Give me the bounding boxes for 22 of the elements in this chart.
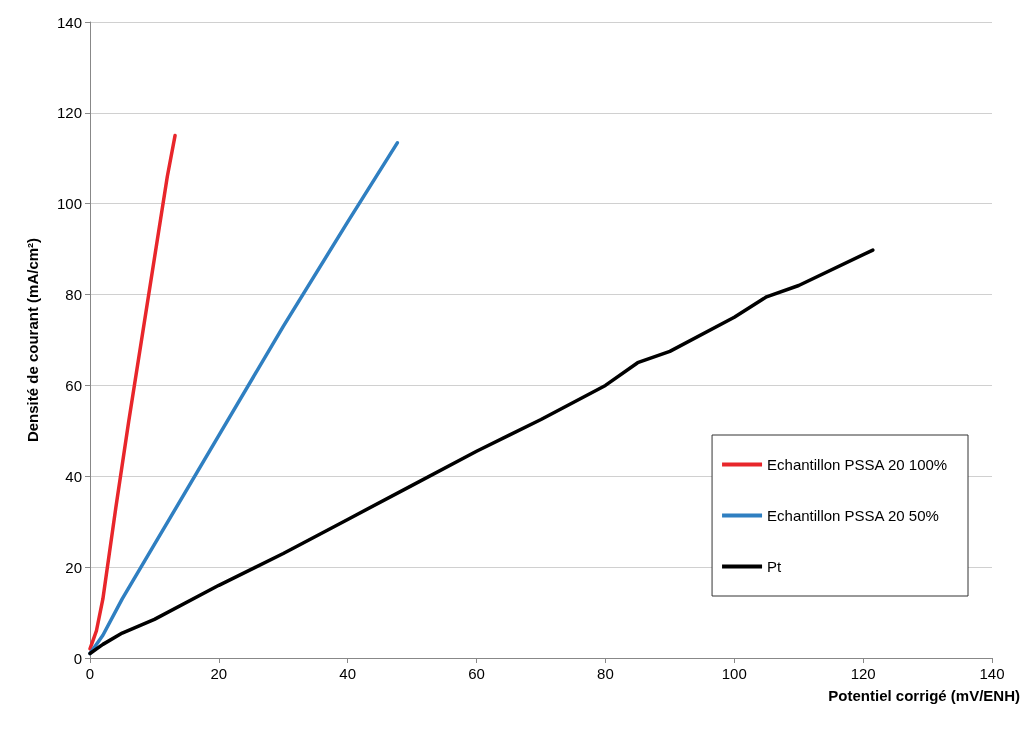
y-tick-label: 140 [56,13,82,31]
y-tick-label: 40 [65,467,82,485]
y-tick-label: 20 [65,558,82,576]
x-tick-label: 140 [979,665,1005,682]
y-tick-label: 80 [65,286,82,304]
x-tick-label: 0 [85,665,95,682]
legend-label: Pt [767,558,783,575]
x-tick-label: 120 [850,665,876,682]
legend-label: Echantillon PSSA 20 100% [767,456,948,473]
x-tick-label: 60 [468,665,485,682]
y-tick-label: 0 [73,649,82,667]
x-axis-title: Potentiel corrigé (mV/ENH) [828,687,1020,704]
x-tick-label: 80 [597,665,614,682]
x-tick-label: 20 [210,665,228,682]
y-tick-label: 120 [56,104,82,122]
line-series [88,133,177,651]
y-tick-label: 100 [56,195,82,213]
legend-label: Echantillon PSSA 20 50% [767,507,939,524]
y-axis-title: Densité de courant (mA/cm²) [24,237,41,443]
x-tick-label: 40 [339,665,357,682]
x-tick-label: 100 [721,665,747,682]
y-tick-label: 60 [65,376,82,394]
